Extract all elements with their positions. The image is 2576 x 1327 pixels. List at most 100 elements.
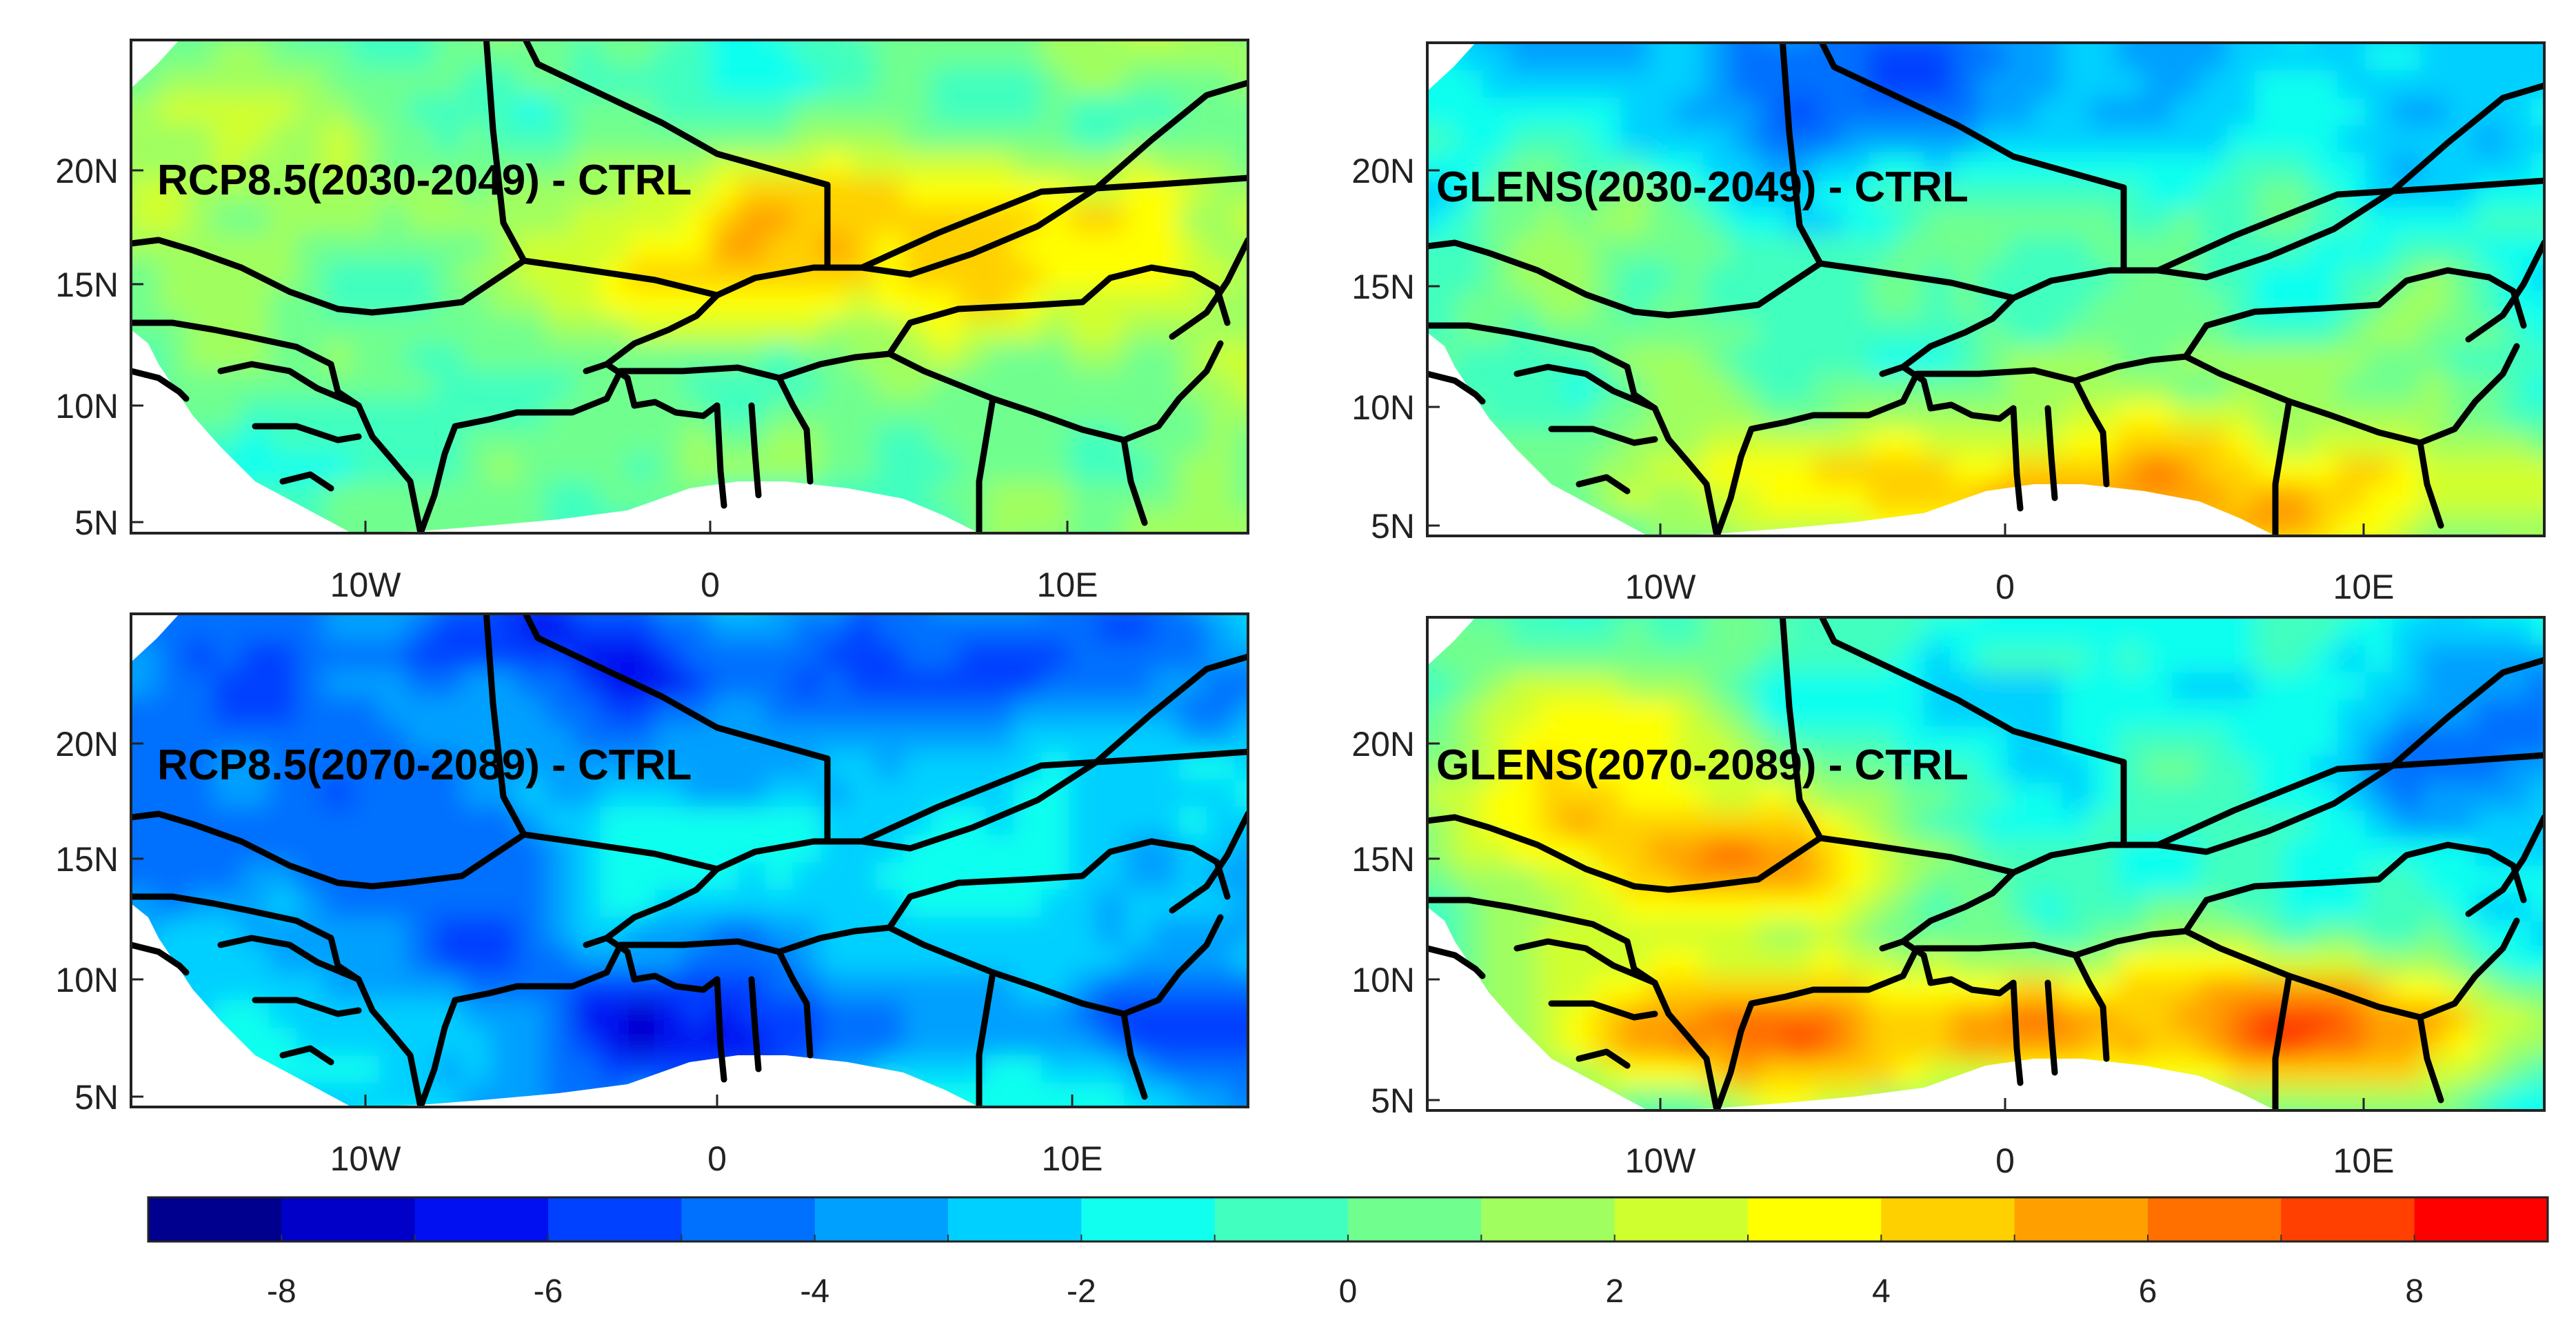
- field-cell: [1620, 1114, 1649, 1142]
- field-cell: [462, 917, 490, 946]
- field-cell: [765, 890, 794, 918]
- field-cell: [379, 614, 407, 642]
- field-cell: [2200, 539, 2228, 568]
- field-cell: [2200, 755, 2228, 784]
- field-cell: [2006, 43, 2035, 71]
- field-cell: [1014, 641, 1042, 670]
- field-cell: [2365, 976, 2393, 1004]
- field-cell: [572, 945, 601, 973]
- field-cell: [1069, 371, 1097, 399]
- field-cell: [352, 206, 380, 234]
- field-cell: [379, 343, 407, 372]
- field-cell: [517, 206, 545, 234]
- field-cell: [407, 807, 435, 835]
- field-cell: [572, 614, 601, 642]
- field-cell: [324, 1110, 352, 1139]
- field-cell: [2393, 236, 2421, 264]
- field-cell: [131, 68, 132, 96]
- field-cell: [352, 68, 380, 96]
- field-cell: [600, 614, 628, 642]
- field-cell: [2172, 672, 2200, 701]
- field-cell: [324, 537, 352, 565]
- field-cell: [407, 371, 435, 399]
- field-cell: [2393, 70, 2421, 99]
- field-cell: [1455, 181, 1483, 209]
- field-cell: [2200, 429, 2228, 457]
- field-cell: [2558, 1031, 2576, 1059]
- field-cell: [159, 862, 187, 890]
- field-cell: [1234, 123, 1248, 151]
- field-cell: [2475, 700, 2504, 728]
- field-cell: [214, 641, 242, 670]
- field-cell: [1676, 484, 1704, 512]
- field-cell: [1896, 1031, 1924, 1059]
- field-cell: [1593, 617, 1621, 618]
- field-cell: [1565, 755, 1593, 784]
- field-cell: [1234, 917, 1248, 946]
- field-cell: [1731, 539, 1759, 568]
- field-cell: [1869, 208, 1897, 237]
- field-cell: [765, 95, 794, 123]
- field-cell: [903, 1028, 932, 1056]
- field-cell: [517, 724, 545, 752]
- field-cell: [1703, 948, 1731, 977]
- field-cell: [407, 40, 435, 68]
- field-cell: [159, 343, 187, 372]
- field-cell: [352, 945, 380, 973]
- field-cell: [2365, 208, 2393, 237]
- field-cell: [876, 150, 904, 179]
- field-cell: [1151, 343, 1180, 372]
- field-cell: [2144, 429, 2173, 457]
- field-cell: [793, 316, 821, 344]
- field-cell: [876, 752, 904, 780]
- field-cell: [2034, 181, 2062, 209]
- field-cell: [2365, 838, 2393, 866]
- field-cell: [352, 890, 380, 918]
- field-cell: [2144, 672, 2173, 701]
- field-cell: [1841, 783, 1869, 811]
- field-cell: [2034, 617, 2062, 646]
- panel-frame: [1426, 616, 2546, 1112]
- field-cell: [2062, 672, 2090, 701]
- field-cell: [1427, 43, 1428, 71]
- field-cell: [2420, 1114, 2448, 1142]
- field-cell: [241, 614, 270, 615]
- field-cell: [1151, 945, 1180, 973]
- field-cell: [2034, 1114, 2062, 1142]
- field-cell: [848, 972, 876, 1001]
- field-cell: [517, 862, 545, 890]
- field-cell: [2227, 319, 2255, 347]
- field-cell: [1869, 236, 1897, 264]
- field-cell: [1069, 917, 1097, 946]
- y-axis-ticks: 20N 15N 10N 5N: [1351, 725, 1440, 1120]
- x-tick-label: 10W: [1625, 568, 1697, 606]
- field-cell: [2365, 43, 2393, 71]
- field-cell: [2503, 401, 2531, 430]
- field-cell: [1151, 614, 1180, 615]
- field-cell: [2448, 1086, 2476, 1110]
- field-cell: [269, 233, 297, 261]
- y-axis-ticks: 20N 15N 10N 5N: [1351, 152, 1440, 546]
- field-cell: [765, 917, 794, 946]
- field-cell: [2393, 346, 2421, 375]
- field-cell: [821, 399, 849, 427]
- field-cell: [131, 614, 132, 642]
- field-cell: [1014, 1055, 1042, 1084]
- field-cell: [214, 123, 242, 151]
- field-cell: [876, 426, 904, 455]
- field-cell: [407, 917, 435, 946]
- field-cell: [1676, 512, 1704, 536]
- field-cell: [1262, 95, 1290, 123]
- field-cell: [1069, 481, 1097, 510]
- field-cell: [821, 288, 849, 317]
- field-cell: [1979, 672, 2007, 701]
- field-cell: [1427, 98, 1428, 126]
- field-cell: [2117, 319, 2145, 347]
- field-cell: [765, 40, 794, 41]
- field-cell: [379, 945, 407, 973]
- field-cell: [931, 669, 959, 697]
- field-cell: [490, 481, 518, 510]
- field-cell: [2365, 672, 2393, 701]
- field-cell: [683, 206, 711, 234]
- field-cell: [1565, 617, 1593, 646]
